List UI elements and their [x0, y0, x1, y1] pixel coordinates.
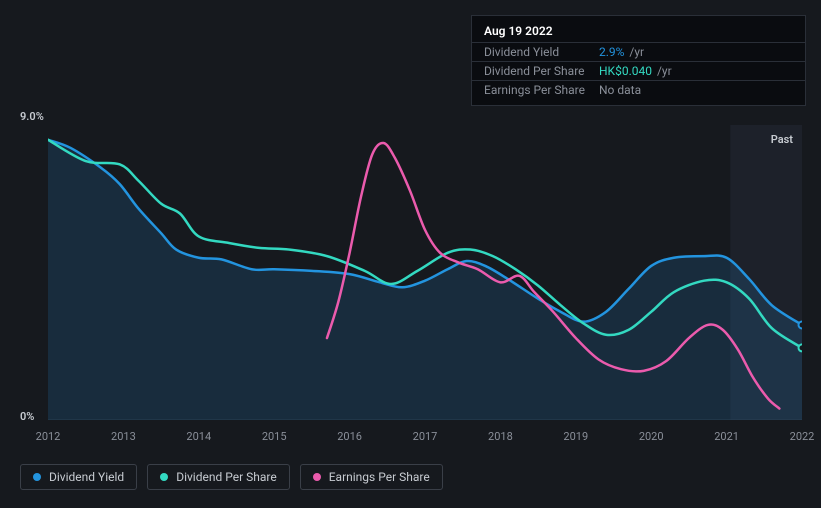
- x-axis-year-label: 2014: [186, 430, 211, 443]
- legend-dot-icon: [313, 473, 321, 481]
- x-axis-year-label: 2019: [563, 430, 588, 443]
- legend-dot-icon: [160, 473, 168, 481]
- y-axis-max-label: 9.0%: [20, 110, 44, 123]
- legend-item[interactable]: Earnings Per Share: [300, 464, 443, 490]
- x-axis-year-label: 2022: [790, 430, 815, 443]
- legend-item-label: Earnings Per Share: [329, 470, 430, 484]
- x-axis-year-label: 2020: [639, 430, 664, 443]
- past-region-label: Past: [771, 133, 793, 146]
- tooltip-row: Dividend Per ShareHK$0.040 /yr: [472, 61, 805, 80]
- tooltip-row-suffix: /yr: [626, 45, 644, 59]
- legend-item[interactable]: Dividend Yield: [20, 464, 137, 490]
- y-axis-min-label: 0%: [20, 410, 34, 423]
- chart-svg: [48, 125, 802, 420]
- legend-item-label: Dividend Yield: [49, 470, 124, 484]
- x-axis-year-label: 2018: [488, 430, 513, 443]
- x-axis-year-label: 2015: [262, 430, 287, 443]
- chart-legend: Dividend Yield Dividend Per Share Earnings…: [20, 464, 443, 490]
- tooltip-row-value: No data: [599, 83, 641, 97]
- legend-dot-icon: [33, 473, 41, 481]
- tooltip-date: Aug 19 2022: [472, 22, 805, 42]
- x-axis-year-label: 2021: [714, 430, 739, 443]
- chart-tooltip: Aug 19 2022 Dividend Yield2.9% /yrDivide…: [471, 15, 806, 106]
- x-axis-year-label: 2013: [111, 430, 136, 443]
- tooltip-row-label: Dividend Yield: [484, 45, 599, 59]
- x-axis-labels: 2012201320142015201620172018201920202021…: [48, 430, 802, 448]
- tooltip-row-suffix: /yr: [654, 64, 672, 78]
- tooltip-row-label: Dividend Per Share: [484, 64, 599, 78]
- tooltip-row: Earnings Per ShareNo data: [472, 80, 805, 99]
- tooltip-row-label: Earnings Per Share: [484, 83, 599, 97]
- tooltip-row: Dividend Yield2.9% /yr: [472, 42, 805, 61]
- legend-item[interactable]: Dividend Per Share: [147, 464, 290, 490]
- tooltip-row-value: 2.9%: [599, 45, 624, 59]
- legend-item-label: Dividend Per Share: [176, 470, 277, 484]
- x-axis-year-label: 2017: [413, 430, 438, 443]
- x-axis-year-label: 2016: [337, 430, 362, 443]
- x-axis-year-label: 2012: [36, 430, 61, 443]
- line-chart[interactable]: [48, 125, 802, 420]
- tooltip-row-value: HK$0.040: [599, 64, 652, 78]
